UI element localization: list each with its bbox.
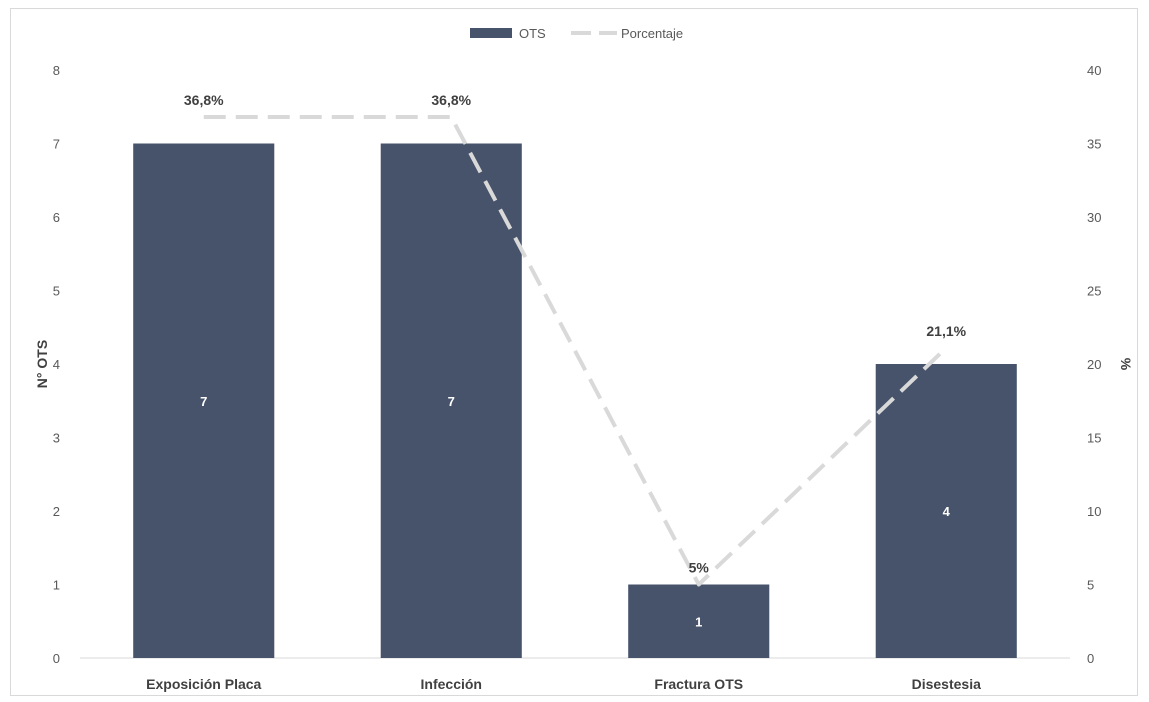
bar [133,143,275,658]
y-axis-ticks: 0 1 2 3 4 5 6 7 8 [53,63,60,666]
line-data-label: 5% [689,560,710,576]
legend-swatch-ots [470,28,512,38]
x-axis-tick-labels: Exposición Placa Infección Fractura OTS Dis… [146,676,981,692]
y2-axis-ticks: 0 5 10 15 20 25 30 35 40 [1087,63,1101,666]
legend-label-porcentaje: Porcentaje [621,26,683,41]
x-tick-label: Exposición Placa [146,676,261,692]
line-porcentaje [203,115,948,587]
y-tick-label: 0 [53,651,60,666]
y2-tick-label: 25 [1087,284,1101,299]
y-tick-label: 5 [53,284,60,299]
bar [380,143,522,658]
y2-tick-label: 35 [1087,137,1101,152]
y-tick-label: 7 [53,137,60,152]
bar-data-label: 1 [695,614,702,629]
line-series-porcentaje: 36,8% 36,8% 5% 21,1% [184,92,967,587]
x-tick-label: Disestesia [912,676,981,692]
bar-data-label: 7 [200,394,207,409]
y-axis-title: N° OTS [34,340,50,388]
y2-tick-label: 5 [1087,578,1094,593]
y2-tick-label: 0 [1087,651,1094,666]
line-data-label: 36,8% [431,92,471,108]
y-tick-label: 4 [53,357,60,372]
y-tick-label: 3 [53,431,60,446]
y-tick-label: 8 [53,63,60,78]
bar-data-label: 7 [448,394,455,409]
y2-tick-label: 10 [1087,504,1101,519]
x-tick-label: Fractura OTS [654,676,743,692]
legend: OTS Porcentaje [470,26,683,41]
y2-tick-label: 40 [1087,63,1101,78]
bar-data-label: 4 [943,504,951,519]
bar [875,364,1017,658]
y-tick-label: 6 [53,210,60,225]
y2-tick-label: 15 [1087,431,1101,446]
y-tick-label: 1 [53,578,60,593]
legend-label-ots: OTS [519,26,546,41]
y2-axis-title: % [1118,358,1134,371]
x-tick-label: Infección [421,676,482,692]
y-tick-label: 2 [53,504,60,519]
line-data-label: 36,8% [184,92,224,108]
bar [628,584,770,658]
y2-tick-label: 30 [1087,210,1101,225]
y2-tick-label: 20 [1087,357,1101,372]
bar-series-ots: 7 7 1 4 [133,143,1017,658]
chart-frame [10,8,1138,696]
line-data-label: 21,1% [926,323,966,339]
